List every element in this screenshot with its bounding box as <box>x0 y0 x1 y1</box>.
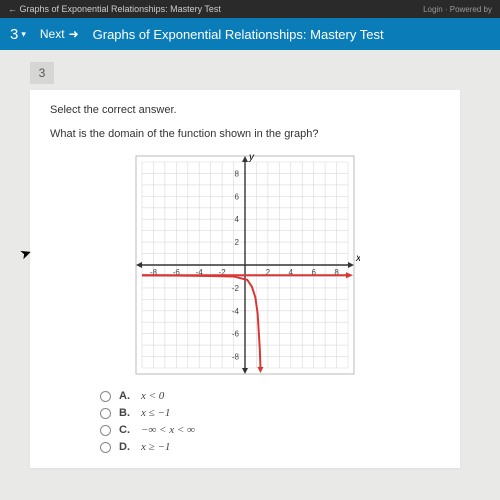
question-number: 3 <box>10 26 18 43</box>
question-badge: 3 <box>30 62 54 84</box>
question-number-dropdown[interactable]: 3 ▾ <box>10 26 26 43</box>
content-area: 3 Select the correct answer. What is the… <box>0 50 500 500</box>
radio-icon[interactable] <box>100 425 111 436</box>
answer-letter: A. <box>119 390 133 402</box>
radio-icon[interactable] <box>100 391 111 402</box>
answer-option-d[interactable]: D. x ≥ −1 <box>100 441 440 453</box>
radio-icon[interactable] <box>100 442 111 453</box>
answer-option-c[interactable]: C. −∞ < x < ∞ <box>100 424 440 436</box>
next-button[interactable]: Next ➜ <box>40 27 79 41</box>
answer-option-a[interactable]: A. x < 0 <box>100 390 440 402</box>
next-label: Next <box>40 27 65 41</box>
svg-text:8: 8 <box>235 169 240 178</box>
svg-text:x: x <box>355 253 360 264</box>
svg-text:2: 2 <box>235 238 240 247</box>
answer-text: x ≥ −1 <box>141 441 170 453</box>
answer-text: x < 0 <box>141 390 164 402</box>
answer-list: A. x < 0 B. x ≤ −1 C. −∞ < x < ∞ D. x ≥ … <box>100 390 440 453</box>
browser-tab-bar: ← Graphs of Exponential Relationships: M… <box>0 0 500 18</box>
arrow-right-icon: ➜ <box>69 27 79 41</box>
chevron-down-icon: ▾ <box>21 29 26 40</box>
login-widget[interactable]: Login · Powered by <box>423 5 492 14</box>
answer-option-b[interactable]: B. x ≤ −1 <box>100 407 440 419</box>
answer-text: −∞ < x < ∞ <box>141 424 195 436</box>
page-title: Graphs of Exponential Relationships: Mas… <box>93 27 384 42</box>
graph-svg: -8-6-4-22468-8-6-4-22468xy <box>130 150 360 380</box>
svg-text:y: y <box>248 152 255 163</box>
svg-text:-2: -2 <box>232 284 240 293</box>
answer-text: x ≤ −1 <box>141 407 170 419</box>
answer-letter: D. <box>119 441 133 453</box>
question-prompt: What is the domain of the function shown… <box>50 128 440 140</box>
function-graph: -8-6-4-22468-8-6-4-22468xy <box>130 150 360 380</box>
svg-text:-4: -4 <box>232 307 240 316</box>
tab-title: ← Graphs of Exponential Relationships: M… <box>8 4 423 14</box>
question-card: Select the correct answer. What is the d… <box>30 90 460 468</box>
svg-text:6: 6 <box>235 192 240 201</box>
svg-text:-8: -8 <box>232 353 240 362</box>
answer-letter: B. <box>119 407 133 419</box>
radio-icon[interactable] <box>100 408 111 419</box>
answer-letter: C. <box>119 424 133 436</box>
assessment-header: 3 ▾ Next ➜ Graphs of Exponential Relatio… <box>0 18 500 50</box>
svg-text:-6: -6 <box>232 330 240 339</box>
instruction-text: Select the correct answer. <box>50 104 440 116</box>
svg-text:4: 4 <box>235 215 240 224</box>
